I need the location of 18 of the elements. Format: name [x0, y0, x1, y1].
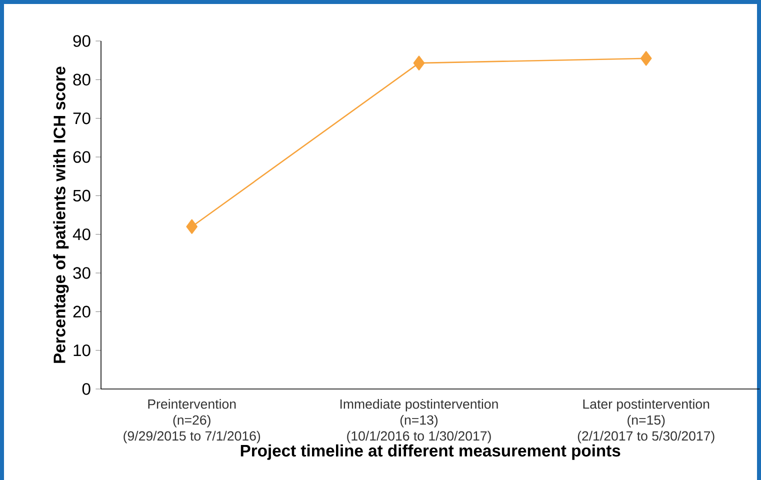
- point: [186, 219, 198, 234]
- y-tick-label: 0: [82, 383, 90, 395]
- point: [413, 56, 425, 70]
- y-tick-label: 40: [72, 228, 90, 240]
- point: [640, 51, 652, 66]
- y-tick-label: 80: [73, 74, 90, 86]
- y-tick-label: 30: [73, 267, 90, 279]
- x-axis-title: Project timeline at different measurement points: [240, 444, 620, 460]
- x-tick-label: Later postintervention (n=15) (2/1/2017 to 5/30/2017): [578, 399, 714, 444]
- y-tick-label: 60: [73, 151, 90, 163]
- y-tick-label: 10: [74, 344, 90, 356]
- x-tick-label: Preintervention (n=26) (9/29/2015 to 7/1/2016): [124, 399, 260, 444]
- y-tick-label: 70: [73, 112, 90, 124]
- y-tick-label: 20: [73, 306, 90, 318]
- y-axis-title: Percentage of patients with ICH score: [53, 66, 69, 363]
- x-tick-label: Immediate postintervention (n=13) (10/1/2016 to 1/30/2017): [340, 399, 498, 444]
- y-tick-label: 50: [73, 190, 90, 202]
- y-tick-label: 90: [73, 35, 90, 47]
